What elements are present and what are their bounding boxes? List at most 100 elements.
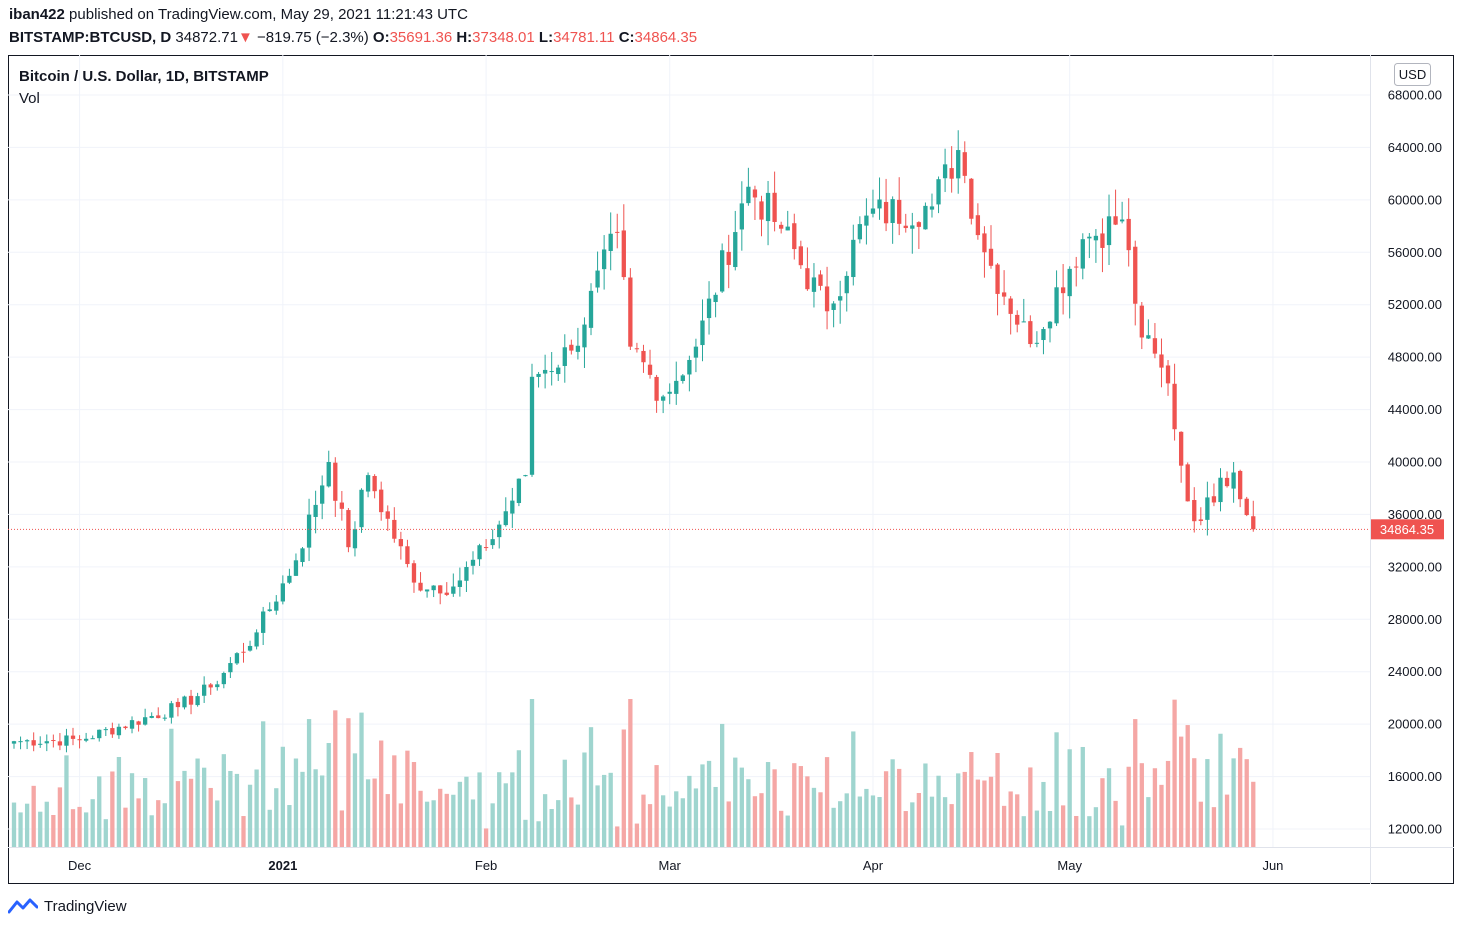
- volume-bar: [615, 826, 620, 847]
- volume-bar: [287, 805, 292, 847]
- candle-body: [1211, 496, 1217, 503]
- time-tick-label: Mar: [659, 858, 682, 873]
- publish-info: published on TradingView.com, May 29, 20…: [69, 6, 468, 23]
- volume-bar: [792, 763, 797, 847]
- volume-bar: [942, 797, 948, 847]
- volume-bar: [883, 771, 889, 847]
- volume-bar: [372, 778, 377, 847]
- candle-body: [280, 583, 285, 602]
- volume-bar: [588, 727, 594, 847]
- candle-body: [1251, 516, 1256, 530]
- candle-body: [870, 208, 876, 214]
- candle-body: [162, 717, 167, 719]
- volume-bar: [628, 699, 633, 847]
- candle-body: [1100, 233, 1105, 248]
- volume-bar: [188, 778, 194, 847]
- volume-bar: [1165, 760, 1171, 847]
- volume-bar: [142, 778, 148, 847]
- time-tick-label: 2021: [268, 858, 297, 873]
- candle-body: [1231, 472, 1236, 489]
- candle-body: [857, 224, 863, 240]
- volume-bar: [647, 804, 653, 847]
- volume-bar: [706, 760, 712, 847]
- tradingview-logo-icon: [8, 898, 38, 914]
- candle-body: [595, 270, 600, 288]
- publisher-user[interactable]: iban422: [9, 6, 65, 23]
- volume-bar: [490, 803, 495, 847]
- volume-bar: [687, 775, 692, 847]
- volume-bar: [929, 796, 935, 847]
- candles: [11, 130, 1256, 753]
- candle-body: [346, 510, 351, 548]
- publish-line: iban422 published on TradingView.com, Ma…: [9, 6, 468, 23]
- candle-body: [838, 296, 843, 301]
- candle-body: [1224, 477, 1230, 487]
- volume-bar: [365, 779, 371, 847]
- volume-bar: [916, 793, 922, 847]
- candle-body: [628, 277, 633, 347]
- candle-body: [667, 391, 672, 394]
- candle-body: [1067, 268, 1072, 297]
- candle-body: [1126, 218, 1131, 251]
- candle-body: [497, 524, 502, 538]
- time-axis[interactable]: Dec 2021 Feb Mar Apr May Jun: [68, 858, 1283, 873]
- candle-body: [1178, 431, 1184, 466]
- volume-bar: [962, 771, 967, 847]
- candle-body: [805, 268, 810, 290]
- candle-body: [261, 611, 266, 633]
- volume-bar: [1113, 800, 1118, 847]
- volume-bar: [529, 699, 535, 847]
- candle-body: [411, 563, 417, 583]
- volume-bar: [667, 806, 672, 847]
- candle-body: [1165, 365, 1171, 384]
- volume-bar: [851, 731, 856, 847]
- candle-body: [1054, 287, 1059, 324]
- price-axis[interactable]: 12000.00 16000.00 20000.00 24000.00 28000.00…: [1388, 88, 1442, 837]
- volume-bar: [811, 787, 817, 847]
- volume-bar: [306, 719, 312, 847]
- volume-bar: [700, 764, 705, 847]
- candle-body: [864, 215, 869, 226]
- time-tick-label: May: [1057, 858, 1082, 873]
- volume-bar: [936, 775, 941, 847]
- volume-bar: [1008, 791, 1013, 847]
- candle-body: [444, 592, 449, 595]
- candle-body: [1113, 216, 1118, 225]
- candle-body: [588, 290, 594, 328]
- candle-body: [510, 500, 515, 514]
- candle-body: [569, 344, 574, 351]
- volume-bar: [464, 776, 469, 847]
- volume-bar: [169, 728, 174, 847]
- candle-body: [398, 539, 404, 547]
- candle-body: [293, 560, 299, 576]
- candle-body: [1244, 498, 1249, 516]
- candle-body: [424, 589, 430, 592]
- candle-body: [562, 347, 567, 366]
- volume-bar: [1133, 719, 1138, 847]
- volume-bar: [503, 783, 508, 847]
- open-value: 35691.36: [389, 29, 453, 46]
- volume-bar: [1244, 759, 1249, 847]
- candlestick-chart[interactable]: 12000.00 16000.00 20000.00 24000.00 28000.00…: [8, 55, 1454, 884]
- currency-badge[interactable]: USD: [1394, 63, 1431, 86]
- candle-body: [44, 741, 49, 744]
- volume-bar: [90, 799, 95, 847]
- candle-body: [129, 720, 135, 729]
- volume-bar: [1080, 746, 1085, 847]
- tradingview-footer[interactable]: TradingView: [8, 897, 127, 915]
- candle-body: [726, 251, 731, 265]
- volume-bar: [77, 806, 82, 847]
- volume-bar: [51, 815, 56, 847]
- candle-body: [654, 376, 659, 401]
- volume-bar: [83, 812, 89, 847]
- candle-body: [936, 179, 941, 205]
- candle-body: [529, 376, 535, 475]
- volume-bar: [221, 754, 226, 847]
- price-tick-label: 32000.00: [1388, 559, 1442, 574]
- volume-bar: [18, 812, 23, 847]
- candle-body: [339, 502, 344, 509]
- volume-bar: [1074, 815, 1079, 847]
- candle-body: [57, 741, 63, 746]
- volume-bar: [838, 801, 843, 847]
- volume-bar: [601, 774, 607, 847]
